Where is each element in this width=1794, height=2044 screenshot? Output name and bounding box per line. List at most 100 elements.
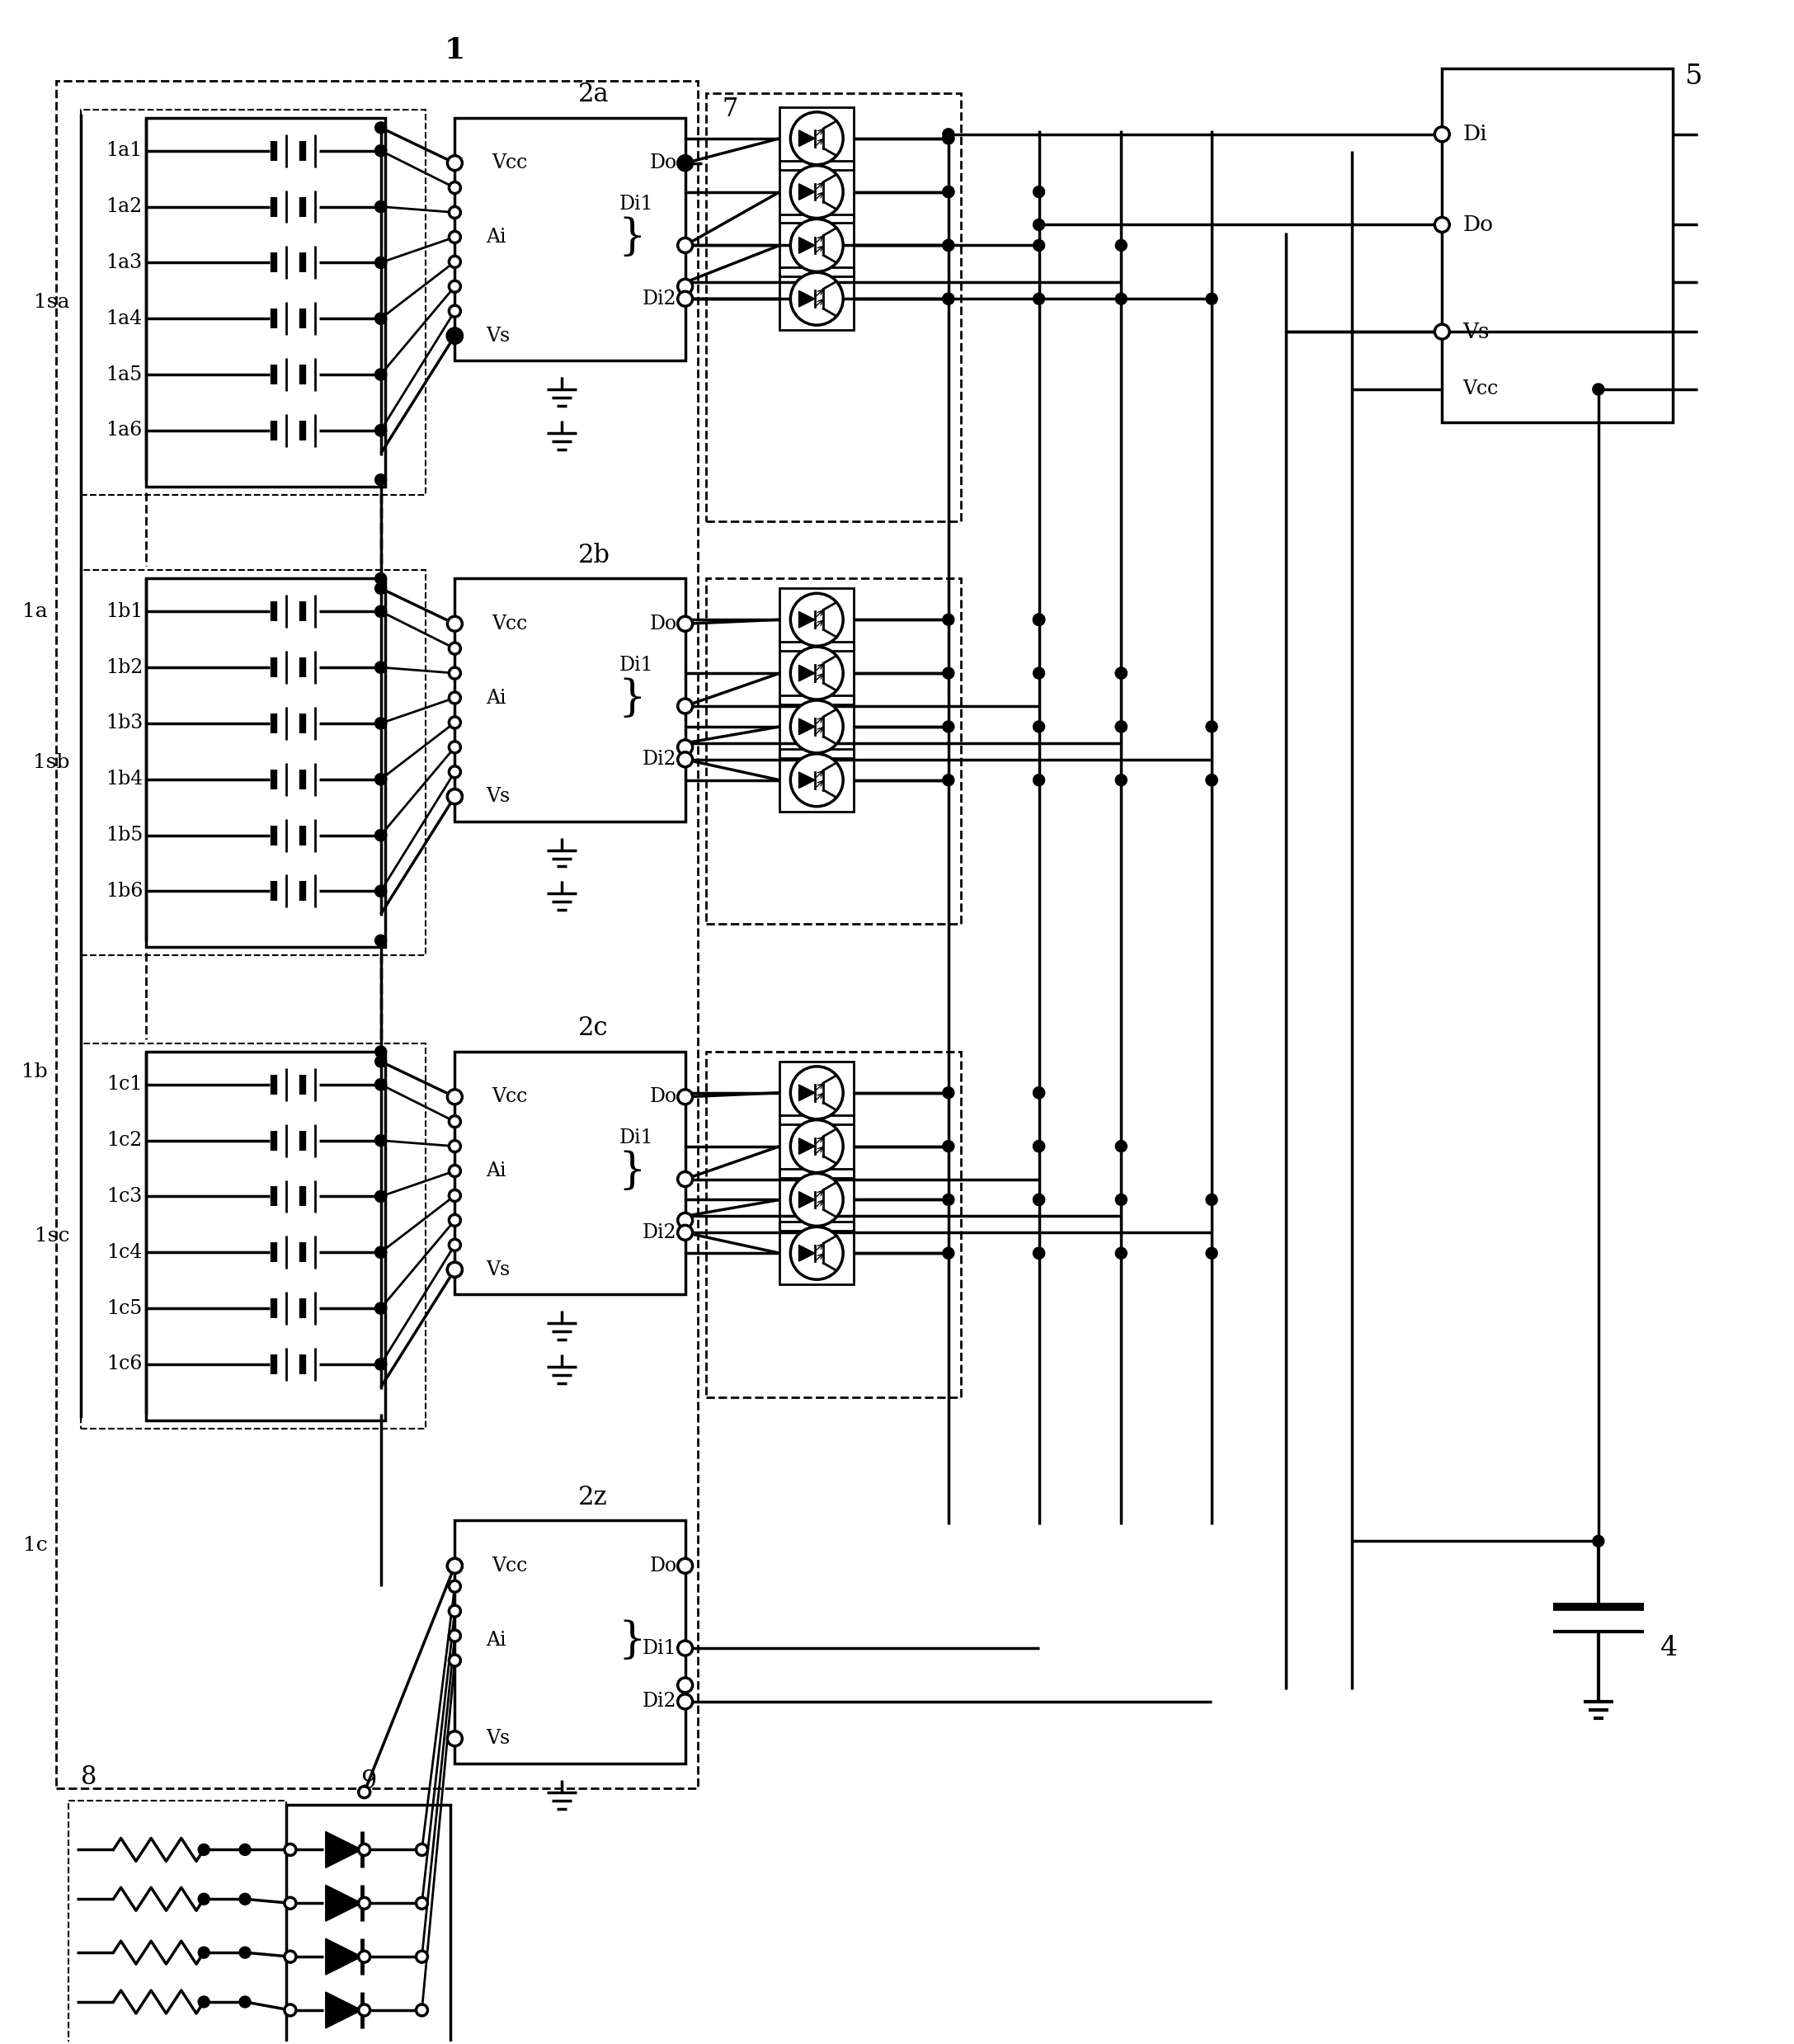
Text: 1: 1 [445,37,465,63]
Text: 1a4: 1a4 [106,309,142,327]
Bar [81,570,425,955]
Circle shape [791,701,843,752]
Polygon shape [327,1993,362,2028]
Circle shape [1435,217,1450,233]
Circle shape [197,1844,210,1856]
Circle shape [416,1950,427,1962]
Circle shape [791,593,843,646]
Circle shape [375,145,386,157]
Circle shape [197,1893,210,1905]
Text: 1b6: 1b6 [106,881,144,901]
Text: Do: Do [649,615,676,634]
Circle shape [678,155,692,170]
Text: 1c4: 1c4 [106,1243,142,1261]
Polygon shape [798,131,814,147]
Text: Do: Do [1462,215,1493,235]
Circle shape [448,255,461,268]
Polygon shape [798,719,814,734]
Bar [780,215,854,276]
Polygon shape [798,664,814,681]
Circle shape [791,1173,843,1226]
Circle shape [239,1997,251,2007]
Circle shape [448,1629,461,1641]
Text: 1c3: 1c3 [106,1188,142,1206]
Circle shape [239,1946,251,1958]
Text: Do: Do [649,153,676,172]
Circle shape [942,239,954,251]
Text: 1c6: 1c6 [106,1355,142,1374]
Circle shape [375,200,386,213]
Circle shape [375,830,386,840]
Circle shape [375,1359,386,1369]
Circle shape [448,717,461,728]
Circle shape [375,313,386,325]
Circle shape [678,740,692,754]
Text: }: } [617,677,646,719]
Circle shape [942,133,954,145]
Circle shape [678,1089,692,1104]
Text: Ai: Ai [486,689,506,707]
Circle shape [678,1694,692,1709]
Bar [456,578,685,822]
Circle shape [942,239,954,251]
Circle shape [448,182,461,194]
Circle shape [375,1047,386,1057]
Circle shape [375,662,386,672]
Circle shape [447,617,463,632]
Circle shape [239,1893,251,1905]
Text: Di1: Di1 [642,1639,676,1658]
Polygon shape [798,611,814,628]
Circle shape [678,280,692,294]
Bar [456,119,685,360]
Circle shape [1033,1141,1044,1153]
Bar [456,1521,685,1764]
Circle shape [448,1239,461,1251]
Circle shape [375,1302,386,1314]
Circle shape [448,766,461,777]
Circle shape [1033,722,1044,732]
Circle shape [375,1247,386,1259]
Circle shape [942,775,954,785]
Bar [780,1114,854,1177]
Text: 1sc: 1sc [34,1226,70,1245]
Text: 1sb: 1sb [32,754,70,773]
Text: 1c2: 1c2 [106,1130,142,1151]
Circle shape [1033,239,1044,251]
Bar [147,578,386,946]
Circle shape [285,1844,296,1856]
Circle shape [359,1950,370,1962]
Circle shape [1593,1535,1604,1547]
Polygon shape [798,1139,814,1155]
Circle shape [1116,239,1127,251]
Polygon shape [327,1885,362,1921]
Polygon shape [327,1938,362,1975]
Circle shape [1116,292,1127,305]
Bar [705,1051,962,1398]
Text: Vcc: Vcc [492,615,527,634]
Circle shape [791,646,843,699]
Text: 1a6: 1a6 [106,421,142,439]
Circle shape [447,155,463,170]
Bar [780,1222,854,1284]
Bar [56,82,698,1788]
Circle shape [448,1656,461,1666]
Circle shape [1206,775,1218,785]
Text: 9: 9 [361,1768,377,1795]
Text: Vs: Vs [486,327,509,345]
Text: 1sa: 1sa [34,292,70,311]
Circle shape [1033,613,1044,625]
Text: 5: 5 [1685,63,1703,90]
Circle shape [678,699,692,713]
Circle shape [448,1605,461,1617]
Circle shape [678,1558,692,1574]
Circle shape [375,773,386,785]
Circle shape [942,1141,954,1153]
Text: 1b5: 1b5 [106,826,144,844]
Polygon shape [327,1831,362,1868]
Circle shape [285,1950,296,1962]
Circle shape [447,1089,463,1104]
Circle shape [1033,1194,1044,1206]
Circle shape [448,231,461,243]
Bar [780,1169,854,1230]
Bar [81,1042,425,1429]
